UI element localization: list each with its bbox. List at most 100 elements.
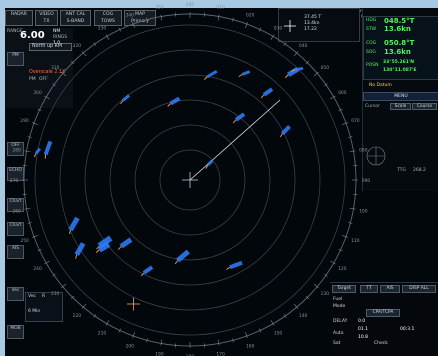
bearing-tick <box>342 122 348 125</box>
chart-overlay-button[interactable]: Chart <box>7 222 24 236</box>
bearing-tick <box>24 207 31 210</box>
bearing-tick <box>52 273 56 277</box>
radar-echo <box>203 69 218 80</box>
bearing-label: 210 <box>98 330 107 336</box>
bearing-tick <box>245 332 248 338</box>
bearing-tick <box>259 27 262 32</box>
bearing-label: 060 <box>338 90 347 96</box>
echo-shape <box>281 125 291 135</box>
echo-trail <box>95 249 100 253</box>
chart-button[interactable]: Chart <box>7 198 24 212</box>
echo-trail <box>291 69 296 72</box>
bearing-label: 200 <box>126 343 135 349</box>
ant-cal-button[interactable]: ANT CAL S-BAND <box>60 10 91 26</box>
echo-shape <box>97 241 111 253</box>
menu-button[interactable]: MENU <box>363 92 438 101</box>
ais-button[interactable]: AIS <box>7 245 24 259</box>
bearing-label: 170 <box>216 351 225 356</box>
bearing-label: 130 <box>321 291 330 297</box>
echo-trail <box>33 153 37 158</box>
range-ring <box>134 124 246 236</box>
bearing-label: 110 <box>351 238 360 244</box>
bearing-tick <box>270 34 275 40</box>
bearing-label: 150 <box>274 330 283 336</box>
tt-button[interactable]: TT <box>360 285 378 293</box>
bearing-tick <box>330 95 336 100</box>
vector-settings: Vec R 6 Min <box>25 292 63 322</box>
bearing-label: 020 <box>246 13 255 19</box>
target-button[interactable]: Target <box>332 285 356 293</box>
echo-trail <box>205 164 209 169</box>
echo-shape <box>169 96 181 106</box>
bearing-tick <box>348 136 353 138</box>
radar-echo <box>68 216 80 235</box>
bearing-label: 100 <box>359 209 368 215</box>
echo-shape <box>142 265 154 275</box>
pm-button[interactable]: PM <box>7 52 24 66</box>
bearing-label: 120 <box>338 266 347 272</box>
right-ownship-panel: HDG 048.5°T STW 13.6kn COG 050.8°T SOG 1… <box>362 8 438 191</box>
range-ring <box>59 49 321 311</box>
bearing-tick <box>348 222 353 224</box>
cpa-tcpa-button[interactable]: CPA/TCPA <box>366 309 400 317</box>
echo-button[interactable]: ECHO <box>7 167 24 181</box>
bearing-label: 290 <box>20 118 29 124</box>
bearing-tick <box>105 320 110 326</box>
bearing-tick <box>283 42 287 46</box>
cog-button[interactable]: COG TOWS <box>94 10 122 26</box>
bearing-tick <box>32 122 38 125</box>
radar-button[interactable]: RADAR <box>5 10 33 26</box>
bearing-tick <box>342 235 348 238</box>
echo-trail <box>203 76 208 80</box>
radar-echo <box>120 94 131 105</box>
radar-echo <box>33 147 42 158</box>
echo-shape <box>294 66 304 72</box>
echo-trail <box>279 133 283 138</box>
bearing-tick <box>349 150 356 153</box>
bearing-tick <box>146 338 148 343</box>
echo-trail <box>140 272 145 277</box>
bearing-tick <box>217 339 220 346</box>
heading-line <box>189 99 281 181</box>
echo-trail <box>260 94 265 99</box>
bearing-tick <box>245 22 248 28</box>
bearing-tick <box>27 136 32 138</box>
ais-target-button[interactable]: AIS <box>380 285 400 293</box>
scale-tab[interactable]: Scale <box>390 103 411 110</box>
radar-echo <box>260 87 274 99</box>
bearing-tick <box>105 34 110 40</box>
radar-echo <box>43 140 53 159</box>
ownship-data-box: HDG 048.5°T STW 13.6kn COG 050.8°T SOG 1… <box>363 16 438 80</box>
course-tab[interactable]: Course <box>412 103 437 110</box>
orientation-select[interactable]: North up RM <box>29 43 72 51</box>
bearing-tick <box>232 338 234 343</box>
bearing-scale-ring <box>23 13 357 347</box>
echo-shape <box>241 70 251 76</box>
radar-echo <box>232 112 246 124</box>
echo-shape <box>229 260 243 270</box>
bearing-tick <box>37 108 42 111</box>
bearing-tick <box>61 283 67 289</box>
echo-trail <box>68 229 71 235</box>
bearing-tick <box>305 295 310 300</box>
vector-button[interactable]: Vec <box>7 287 24 301</box>
radar-echo <box>291 66 304 72</box>
echo-trail <box>75 254 78 259</box>
mob-button[interactable]: MOB <box>7 325 24 339</box>
bearing-tick <box>132 332 135 338</box>
radar-echo <box>279 125 291 138</box>
pm-off-button[interactable]: OFF <box>7 142 24 156</box>
display-all-button[interactable]: DISP ALL <box>402 285 436 293</box>
map-button[interactable]: MAP Primary <box>124 10 156 26</box>
bearing-label: 240 <box>33 266 42 272</box>
radar-echo <box>226 260 243 270</box>
bearing-tick <box>270 320 275 326</box>
echo-trail <box>238 73 243 78</box>
video-button[interactable]: VIDEO TX <box>35 10 58 26</box>
bearing-tick <box>305 60 310 65</box>
echo-trail <box>96 245 100 250</box>
bearing-label: 250 <box>20 238 29 244</box>
bearing-label: 220 <box>73 313 82 319</box>
bearing-tick <box>349 207 356 210</box>
